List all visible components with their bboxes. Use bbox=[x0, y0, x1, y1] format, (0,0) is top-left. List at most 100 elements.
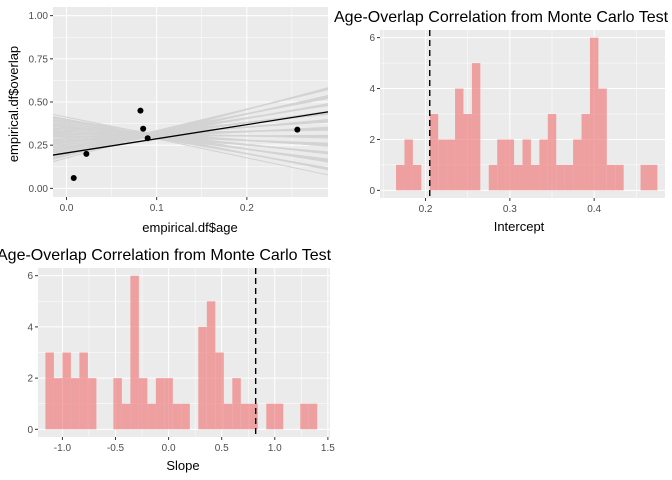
slope-bar bbox=[240, 403, 250, 430]
intercept-bar bbox=[463, 114, 472, 191]
intercept-y-tick-label: 0 bbox=[369, 186, 375, 197]
slope-bar bbox=[164, 378, 173, 430]
slope-bar bbox=[300, 403, 309, 430]
scatter-x-tick-label: 0.1 bbox=[150, 203, 164, 214]
simulated-regression-line bbox=[53, 121, 328, 140]
slope-bar bbox=[308, 403, 318, 430]
scatter-x-tick-label: 0.2 bbox=[240, 203, 254, 214]
slope-y-tick-label: 2 bbox=[27, 374, 33, 385]
slope-bar bbox=[215, 352, 224, 430]
intercept-bar bbox=[556, 164, 565, 191]
scatter-y-tick-label: 0.75 bbox=[29, 54, 49, 65]
slope-x-axis-title: Slope bbox=[166, 458, 199, 473]
slope-bar bbox=[87, 378, 97, 430]
slope-bar bbox=[223, 403, 233, 430]
simulated-regression-line bbox=[53, 123, 328, 161]
intercept-histogram: 0.2 0.3 0.4 0 2 4 6 bbox=[369, 30, 665, 215]
scatter-y-tick-label: 0.25 bbox=[29, 141, 49, 152]
intercept-bar bbox=[396, 164, 405, 191]
simulated-regression-line bbox=[53, 104, 328, 153]
intercept-bar bbox=[598, 88, 607, 191]
empirical-regression-line bbox=[53, 111, 328, 156]
intercept-bar bbox=[573, 139, 582, 191]
slope-x-tick-label: 1.0 bbox=[268, 443, 282, 454]
simulated-regression-line bbox=[53, 120, 328, 144]
intercept-bar bbox=[589, 37, 599, 191]
simulated-regression-line bbox=[53, 97, 328, 152]
scatter-point bbox=[83, 150, 90, 157]
intercept-bar bbox=[606, 164, 616, 191]
scatter-y-axis-title: empirical.df$overlap bbox=[6, 46, 21, 162]
slope-x-tick-label: -0.5 bbox=[107, 443, 125, 454]
slope-bar bbox=[130, 275, 139, 430]
slope-x-tick-label: 0.5 bbox=[215, 443, 229, 454]
intercept-x-tick-label: 0.3 bbox=[503, 204, 517, 215]
intercept-bar bbox=[429, 114, 439, 191]
intercept-bar bbox=[488, 164, 498, 191]
slope-bar bbox=[62, 352, 71, 430]
simulated-regression-line bbox=[53, 131, 328, 145]
intercept-bar bbox=[412, 164, 422, 191]
simulated-regression-line bbox=[53, 134, 328, 138]
simulated-regression-line bbox=[53, 127, 328, 141]
intercept-bar bbox=[547, 114, 557, 191]
intercept-histogram-title: Age-Overlap Correlation from Monte Carlo… bbox=[334, 9, 669, 26]
intercept-bar bbox=[404, 139, 413, 191]
scatter-x-axis-title: empirical.df$age bbox=[142, 220, 237, 235]
slope-bar bbox=[249, 403, 258, 430]
intercept-bar bbox=[446, 139, 456, 191]
intercept-bar bbox=[581, 114, 590, 191]
scatter-point bbox=[137, 107, 144, 114]
intercept-bar bbox=[497, 139, 506, 191]
intercept-x-tick-label: 0.2 bbox=[419, 204, 433, 215]
simulated-regression-line bbox=[53, 127, 328, 147]
slope-bar bbox=[53, 378, 63, 430]
slope-bar bbox=[45, 352, 54, 430]
intercept-bar bbox=[471, 63, 481, 191]
intercept-bar bbox=[539, 139, 548, 191]
slope-bar bbox=[274, 403, 284, 430]
intercept-bar bbox=[530, 164, 540, 191]
intercept-x-tick-label: 0.4 bbox=[587, 204, 601, 215]
slope-bar bbox=[70, 378, 80, 430]
scatter-point bbox=[144, 135, 151, 142]
slope-bar bbox=[113, 378, 122, 430]
scatter-plot: 0.0 0.1 0.2 0.00 0.25 0.50 0.75 1.00 bbox=[29, 7, 328, 214]
scatter-y-tick-label: 0.50 bbox=[29, 98, 49, 109]
intercept-bar bbox=[455, 88, 464, 191]
slope-bar bbox=[147, 403, 156, 430]
intercept-x-axis-title: Intercept bbox=[494, 219, 545, 234]
slope-y-tick-label: 0 bbox=[27, 425, 33, 436]
intercept-y-tick-label: 2 bbox=[369, 135, 375, 146]
intercept-bar bbox=[522, 139, 531, 191]
intercept-y-tick-label: 6 bbox=[369, 33, 375, 44]
slope-bar bbox=[198, 326, 207, 430]
intercept-bar bbox=[648, 164, 658, 191]
simulated-regression-line bbox=[53, 88, 328, 159]
slope-bar bbox=[181, 403, 190, 430]
scatter-point bbox=[140, 125, 147, 132]
intercept-bar bbox=[564, 164, 574, 191]
slope-y-tick-label: 4 bbox=[27, 322, 33, 333]
scatter-y-tick-label: 1.00 bbox=[29, 11, 49, 22]
slope-histogram: -1.0 -0.5 0.0 0.5 1.0 1.5 0 2 4 6 bbox=[27, 268, 335, 454]
slope-histogram-title: Age-Overlap Correlation from Monte Carlo… bbox=[0, 247, 332, 264]
slope-bar bbox=[266, 403, 275, 430]
scatter-point bbox=[294, 126, 301, 133]
simulated-regression-line bbox=[53, 116, 328, 170]
slope-bar bbox=[155, 378, 165, 430]
slope-bar bbox=[232, 378, 241, 430]
intercept-y-tick-label: 4 bbox=[369, 84, 375, 95]
intercept-bar bbox=[438, 139, 447, 191]
intercept-bar bbox=[615, 164, 624, 191]
slope-bar bbox=[121, 403, 131, 430]
scatter-lines-layer bbox=[53, 87, 328, 176]
scatter-x-tick-label: 0.0 bbox=[60, 203, 74, 214]
intercept-bar bbox=[640, 164, 649, 191]
slope-bar bbox=[172, 403, 182, 430]
slope-x-tick-label: 1.5 bbox=[321, 443, 335, 454]
slope-y-tick-label: 6 bbox=[27, 271, 33, 282]
slope-bar bbox=[79, 352, 88, 430]
scatter-y-tick-label: 0.00 bbox=[29, 184, 49, 195]
